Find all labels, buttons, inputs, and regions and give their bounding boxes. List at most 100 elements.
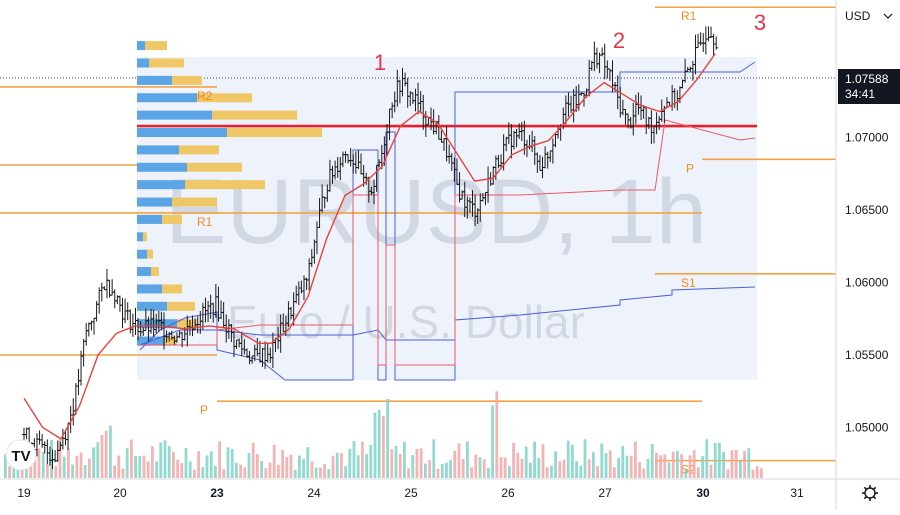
volume-bar bbox=[344, 466, 347, 478]
volume-bar bbox=[482, 459, 486, 478]
volume-bar bbox=[155, 461, 158, 478]
volume-bar bbox=[251, 443, 255, 478]
volume-bar bbox=[739, 460, 742, 478]
volume-bar bbox=[205, 455, 209, 478]
volume-bar bbox=[474, 454, 478, 478]
volume-bar bbox=[709, 464, 713, 478]
volume-bar bbox=[264, 467, 268, 478]
profile-bar-down bbox=[167, 301, 195, 311]
bar-countdown: 34:41 bbox=[845, 87, 875, 101]
volume-bar bbox=[403, 441, 406, 478]
gear-icon[interactable] bbox=[862, 485, 878, 501]
volume-bar bbox=[8, 466, 11, 478]
volume-bar bbox=[151, 446, 154, 478]
volume-bar bbox=[247, 452, 251, 478]
volume-bar bbox=[235, 462, 238, 478]
volume-bar bbox=[298, 455, 301, 478]
volume-bar bbox=[722, 451, 725, 478]
profile-bar-up bbox=[137, 58, 149, 68]
profile-bar-down bbox=[179, 145, 219, 155]
volume-bar bbox=[226, 447, 230, 478]
volume-bar bbox=[314, 467, 318, 478]
volume-bar bbox=[67, 448, 70, 478]
volume-bar bbox=[218, 441, 221, 478]
volume-bar bbox=[558, 461, 562, 478]
volume-bar bbox=[600, 443, 604, 478]
volume-bar bbox=[541, 444, 545, 478]
profile-bar-up bbox=[137, 267, 151, 277]
volume-bar bbox=[596, 466, 599, 478]
volume-bar bbox=[734, 449, 738, 478]
time-tick-label: 31 bbox=[790, 486, 804, 500]
volume-bar bbox=[16, 467, 20, 478]
volume-bar bbox=[512, 442, 515, 478]
volume-bar bbox=[121, 468, 125, 478]
tradingview-logo: TV bbox=[5, 439, 37, 471]
volume-bar bbox=[579, 465, 583, 478]
volume-bar bbox=[575, 461, 578, 478]
time-tick-label: 26 bbox=[501, 486, 515, 500]
volume-bar bbox=[394, 445, 398, 478]
wave-label: 3 bbox=[754, 10, 766, 35]
chevron-down-icon[interactable] bbox=[883, 13, 893, 19]
volume-bar bbox=[138, 455, 142, 478]
time-tick-label: 30 bbox=[696, 486, 710, 500]
volume-bar bbox=[428, 459, 431, 478]
volume-bar bbox=[503, 457, 507, 478]
time-tick-label: 20 bbox=[113, 486, 127, 500]
volume-bar bbox=[470, 467, 473, 478]
volume-bar bbox=[188, 461, 192, 478]
volume-bar bbox=[751, 469, 755, 478]
profile-bar-down bbox=[197, 93, 252, 103]
volume-bar bbox=[390, 449, 394, 478]
volume-bar bbox=[319, 467, 322, 478]
volume-bar bbox=[571, 444, 574, 478]
volume-bar bbox=[331, 455, 335, 478]
volume-bar bbox=[369, 444, 373, 478]
volume-bar bbox=[663, 454, 667, 478]
profile-bar-down bbox=[147, 249, 153, 259]
volume-bar bbox=[650, 443, 654, 478]
volume-bar bbox=[457, 443, 461, 478]
volume-bar bbox=[348, 448, 352, 478]
profile-bar-up bbox=[137, 284, 162, 294]
volume-bar bbox=[272, 444, 276, 478]
volume-bar bbox=[587, 459, 591, 478]
pivot-level-label: R2 bbox=[197, 89, 213, 103]
volume-bar bbox=[621, 445, 625, 478]
volume-bar bbox=[617, 457, 620, 478]
volume-bar bbox=[172, 452, 175, 478]
volume-bar bbox=[445, 462, 448, 478]
volume-bar bbox=[209, 451, 213, 478]
volume-bar bbox=[487, 468, 490, 478]
price-tick-label: 1.05000 bbox=[845, 420, 889, 434]
volume-bar bbox=[310, 461, 314, 478]
volume-bar bbox=[125, 448, 129, 478]
currency-label[interactable]: USD bbox=[845, 9, 871, 23]
time-tick-label: 24 bbox=[307, 486, 321, 500]
profile-bar-down bbox=[212, 110, 297, 120]
volume-bar bbox=[529, 462, 532, 478]
profile-bar-up bbox=[137, 249, 147, 259]
volume-bar bbox=[277, 464, 280, 478]
volume-bar bbox=[373, 412, 377, 478]
logo-text: TV bbox=[11, 448, 30, 465]
pivot-level-label: R1 bbox=[197, 215, 213, 229]
profile-bar-up bbox=[137, 162, 187, 172]
volume-bar bbox=[411, 455, 415, 478]
volume-bar bbox=[167, 446, 171, 478]
volume-bar bbox=[407, 468, 410, 478]
volume-bar bbox=[176, 459, 179, 478]
volume-bar bbox=[33, 454, 37, 478]
volume-bar bbox=[638, 462, 641, 478]
volume-bar bbox=[495, 391, 499, 478]
volume-bar bbox=[747, 448, 751, 478]
volume-bar bbox=[92, 447, 95, 478]
volume-bar bbox=[478, 457, 482, 478]
logo-badge bbox=[5, 439, 37, 471]
profile-bar-up bbox=[137, 301, 167, 311]
time-axis[interactable] bbox=[0, 479, 837, 510]
time-tick-label: 27 bbox=[598, 486, 612, 500]
